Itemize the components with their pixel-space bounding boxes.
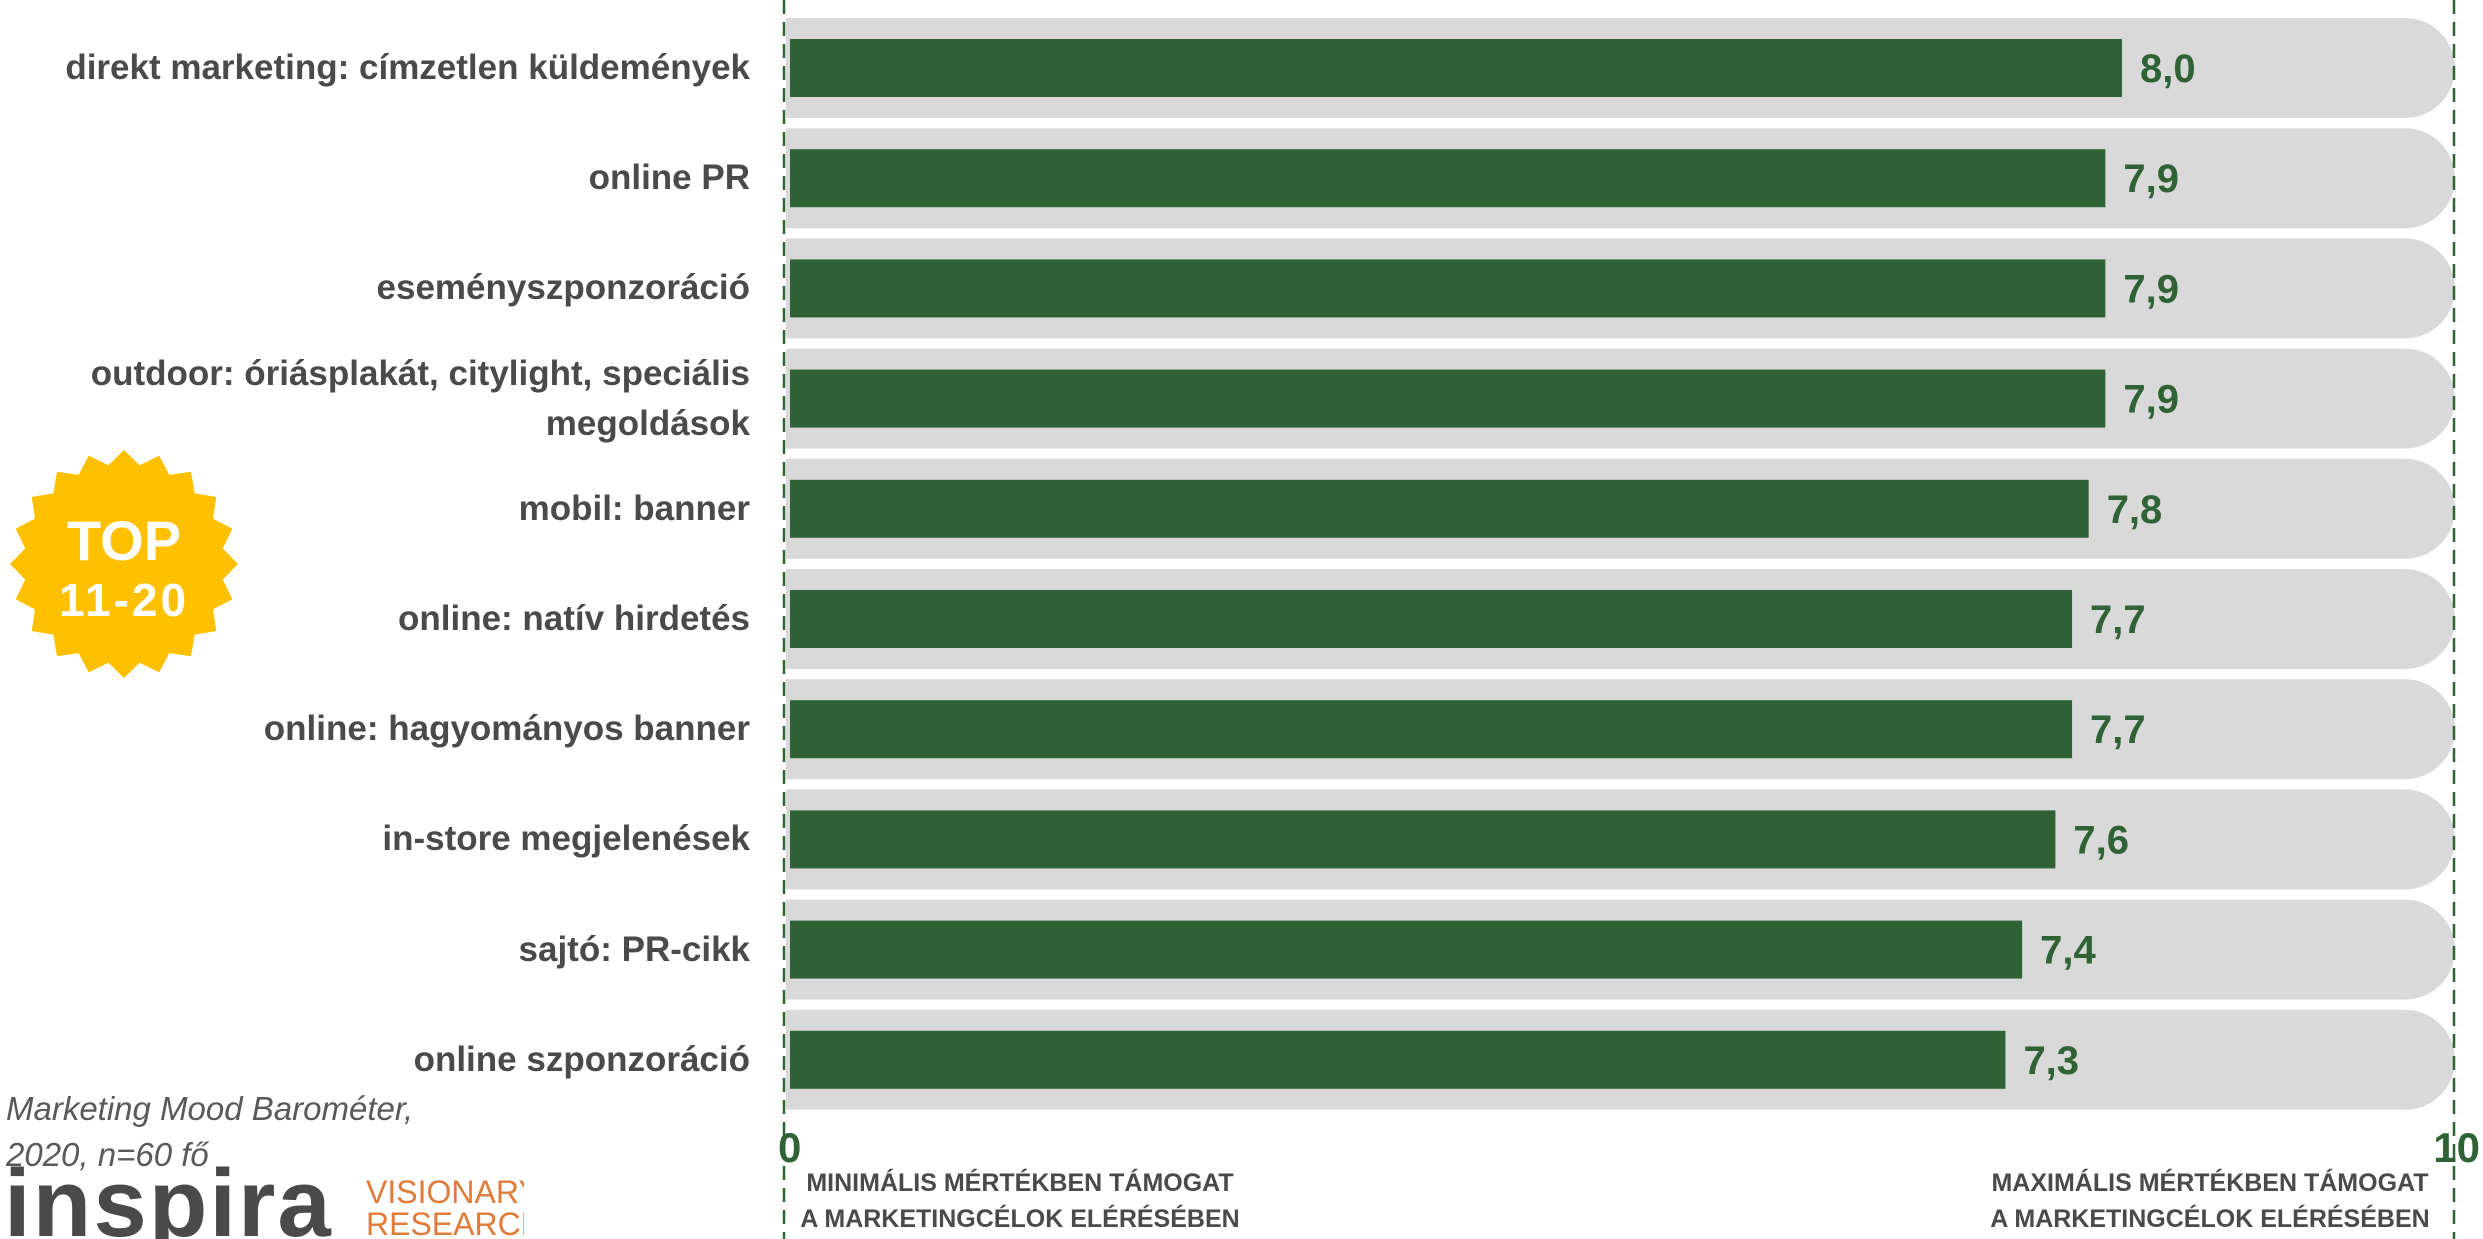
- bar: [790, 700, 2073, 759]
- bar: [790, 149, 2106, 208]
- badge-line1: TOP: [67, 509, 181, 572]
- logo-word: inspira: [4, 1166, 333, 1239]
- category-label: online: hagyományos banner: [263, 709, 750, 749]
- bar: [790, 590, 2073, 648]
- category-label: online PR: [588, 158, 750, 198]
- value-label: 7,7: [2090, 708, 2146, 752]
- category-label: sajtó: PR-cikk: [518, 929, 750, 969]
- bar: [790, 479, 2089, 538]
- badge-line2: 11-20: [59, 574, 189, 626]
- category-label: in-store megjelenések: [382, 819, 750, 859]
- value-label: 7,9: [2123, 378, 2179, 422]
- bar: [790, 369, 2106, 428]
- axis-max-caption-line2: A MARKETINGCÉLOK ELÉRÉSÉBEN: [1990, 1205, 2430, 1233]
- logo-sub1: VISIONARY: [366, 1174, 524, 1210]
- source-line1: Marketing Mood Barométer,: [6, 1090, 414, 1127]
- axis-max-caption-line1: MAXIMÁLIS MÉRTÉKBEN TÁMOGAT: [1991, 1169, 2429, 1197]
- value-label: 7,9: [2123, 267, 2179, 311]
- value-label: 7,3: [2023, 1039, 2079, 1083]
- source-line2: 2020, n=60 fő: [6, 1136, 209, 1173]
- source-note: Marketing Mood Barométer, 2020, n=60 fő: [6, 1086, 526, 1178]
- category-label: online: natív hirdetés: [398, 599, 750, 638]
- category-label: mobil: banner: [518, 488, 750, 528]
- axis-min-caption-line1: MINIMÁLIS MÉRTÉKBEN TÁMOGAT: [806, 1169, 1234, 1197]
- badge-scalloped-shape: [10, 450, 238, 678]
- inspira-logo: inspira VISIONARY RESEARCH: [4, 1166, 524, 1239]
- value-label: 7,4: [2040, 929, 2096, 973]
- bar: [790, 810, 2056, 869]
- axis-min-caption-line2: A MARKETINGCÉLOK ELÉRÉSÉBEN: [800, 1205, 1240, 1233]
- bar: [790, 920, 2023, 979]
- axis-max-caption: MAXIMÁLIS MÉRTÉKBEN TÁMOGAT A MARKETINGC…: [1950, 1165, 2470, 1237]
- value-label: 8,0: [2140, 47, 2196, 91]
- category-label: eseményszponzoráció: [376, 268, 750, 308]
- bar: [790, 259, 2106, 318]
- logo-sub2: RESEARCH: [366, 1206, 524, 1239]
- value-label: 7,9: [2123, 157, 2179, 201]
- bar: [790, 39, 2122, 97]
- x-tick-label: 0: [778, 1124, 801, 1171]
- axis-min-caption: MINIMÁLIS MÉRTÉKBEN TÁMOGAT A MARKETINGC…: [760, 1165, 1280, 1237]
- x-tick-label: 10: [2433, 1124, 2480, 1171]
- category-label: outdoor: óriásplakát, citylight, speciál…: [90, 353, 750, 443]
- value-label: 7,7: [2090, 598, 2146, 642]
- bar: [790, 1030, 2006, 1089]
- category-label: direkt marketing: címzetlen küldemények: [65, 48, 750, 87]
- value-label: 7,6: [2073, 818, 2129, 862]
- category-label: online szponzoráció: [413, 1039, 750, 1079]
- value-label: 7,8: [2107, 488, 2163, 532]
- top-11-20-badge: TOP 11-20: [10, 450, 238, 678]
